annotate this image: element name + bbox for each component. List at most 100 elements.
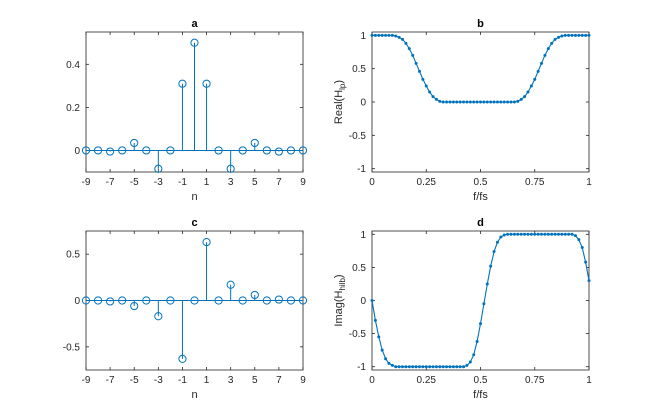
data-point <box>434 97 438 101</box>
data-point <box>397 35 401 39</box>
data-point <box>401 365 405 369</box>
data-point <box>540 232 544 236</box>
subplot-title: c <box>191 217 197 229</box>
data-point <box>479 100 482 104</box>
stem-marker <box>286 296 296 305</box>
data-point <box>563 232 567 236</box>
stem-marker <box>118 146 127 155</box>
data-point <box>414 61 418 65</box>
axes-frame <box>371 230 590 371</box>
data-point <box>529 232 533 236</box>
data-point <box>553 37 557 41</box>
data-point <box>523 232 527 236</box>
data-point <box>397 365 401 369</box>
y-tick-label: 0 <box>360 296 366 307</box>
data-point <box>550 232 554 236</box>
data-point <box>536 232 540 236</box>
x-tick-label: 0.75 <box>525 375 545 386</box>
data-point <box>573 234 577 238</box>
data-point <box>485 282 489 286</box>
y-tick-label: -1 <box>357 362 366 373</box>
x-tick-label: 1 <box>204 375 210 386</box>
data-point <box>475 340 479 344</box>
stem-marker <box>106 297 115 306</box>
stem-marker <box>262 146 271 155</box>
x-tick-label: 0.75 <box>525 177 545 188</box>
y-tick-label: 0 <box>74 146 80 157</box>
data-point <box>556 35 560 39</box>
y-tick-label: 0 <box>74 296 80 307</box>
y-tick-label: 0.5 <box>352 64 366 75</box>
x-axis-label: n <box>191 389 197 401</box>
data-point <box>384 33 388 37</box>
stem-marker <box>226 280 235 289</box>
data-point <box>431 95 435 99</box>
data-point <box>577 238 581 242</box>
data-point <box>468 360 472 364</box>
data-point <box>438 365 442 369</box>
data-point <box>563 33 567 37</box>
data-point <box>584 33 588 37</box>
x-tick-label: 0 <box>369 375 375 386</box>
stem-marker <box>238 146 247 155</box>
data-point <box>424 84 428 88</box>
stem-marker <box>238 296 247 305</box>
data-point <box>417 365 421 369</box>
x-tick-label: -9 <box>82 177 91 188</box>
data-point <box>458 365 462 369</box>
stem-marker <box>202 79 211 88</box>
data-point <box>472 353 476 357</box>
data-point <box>492 100 496 104</box>
stem-marker <box>202 238 211 247</box>
data-point <box>407 365 411 369</box>
data-point <box>512 232 516 236</box>
data-point <box>523 95 527 99</box>
data-point <box>387 361 391 365</box>
x-tick-label: 0 <box>369 177 375 188</box>
data-point <box>516 232 520 236</box>
subplot-b: 0 0.25 0.5 0.75 1 -1 -0.5 0 0.5 1 b f/fs Real(Hlp) <box>333 18 592 203</box>
data-point <box>573 33 577 37</box>
y-tick-label: 0.5 <box>352 263 366 274</box>
stem-marker <box>106 147 115 156</box>
stem-marker <box>250 290 259 300</box>
data-point <box>512 100 516 104</box>
data-point <box>394 365 398 369</box>
stem-marker <box>154 164 163 173</box>
data-point <box>373 318 377 322</box>
x-tick-label: -1 <box>178 177 187 188</box>
stem-marker <box>226 164 235 173</box>
data-point <box>533 232 537 236</box>
data-point <box>506 100 510 104</box>
stem-marker <box>93 146 103 155</box>
data-point <box>380 348 384 352</box>
data-point <box>390 363 394 367</box>
data-point <box>509 232 513 236</box>
y-tick-label: -0.5 <box>349 131 367 142</box>
data-point <box>556 232 560 236</box>
data-point <box>428 365 432 369</box>
subplot-d: 0 0.25 0.5 0.75 1 -1 -0.5 0 0.5 1 d f/fs Imag(Hhilb) <box>333 217 592 401</box>
stem-marker <box>166 146 175 155</box>
data-point <box>499 100 503 104</box>
stem-marker <box>93 296 103 305</box>
y-tick-label: 0.2 <box>66 103 80 114</box>
x-tick-label: 9 <box>300 177 306 188</box>
data-point <box>492 250 496 254</box>
data-point <box>377 33 381 37</box>
data-point <box>401 37 405 41</box>
y-axis-label-subscript: hilb <box>338 278 347 291</box>
y-axis-label-main: Imag(H <box>333 290 345 326</box>
data-point <box>584 260 588 264</box>
data-point <box>390 33 394 37</box>
data-point <box>499 235 503 239</box>
stem-marker <box>154 312 163 321</box>
x-tick-label: 0.25 <box>417 375 437 386</box>
data-point <box>560 34 564 38</box>
data-point <box>553 232 557 236</box>
data-point <box>394 34 398 38</box>
y-tick-label: 0.5 <box>66 250 80 261</box>
data-point <box>373 33 377 37</box>
data-point <box>441 100 445 104</box>
data-point <box>536 69 540 73</box>
